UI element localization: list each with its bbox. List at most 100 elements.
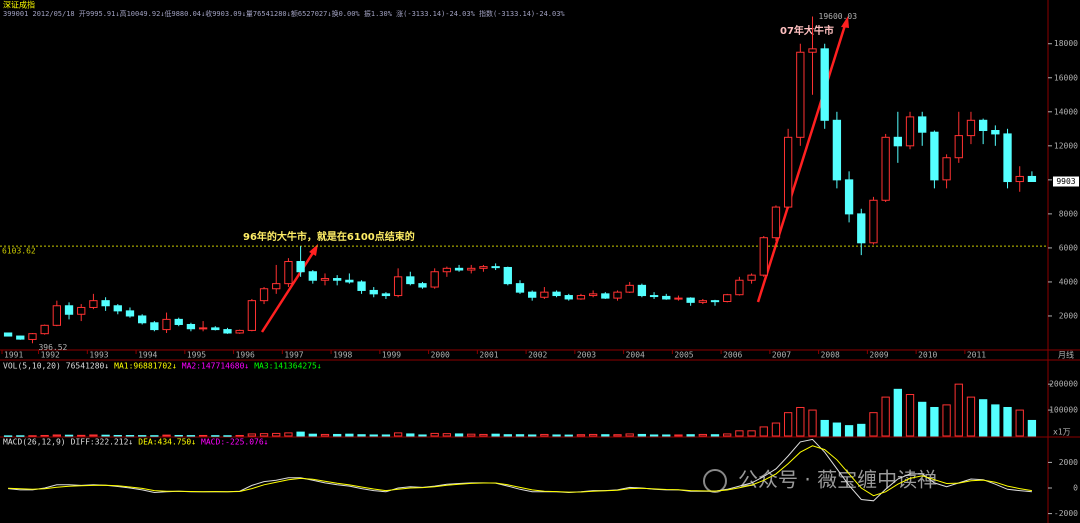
volume-bar (564, 434, 573, 437)
candle-body (735, 279, 744, 296)
x-tick-label: 2001 (479, 351, 498, 360)
x-tick-label: 2002 (528, 351, 547, 360)
candle-body (918, 116, 927, 133)
candle-body (113, 305, 122, 312)
x-tick-label: 1998 (333, 351, 352, 360)
y-tick-label: 8000 (1059, 209, 1078, 218)
volume-bar (1027, 419, 1037, 437)
volume-bar (308, 433, 317, 437)
candle-body (747, 274, 756, 281)
volume-bar (1003, 406, 1012, 437)
candle-body (64, 305, 74, 315)
arrow-head (309, 244, 318, 256)
volume-bar (528, 434, 537, 437)
macd-line (8, 445, 1032, 497)
candle-body (540, 291, 549, 298)
x-tick-label: 2008 (821, 351, 840, 360)
candle-body (308, 271, 317, 281)
volume-bar (674, 434, 683, 437)
volume-bar (77, 434, 86, 437)
candle-body (223, 329, 232, 334)
arrow (260, 247, 318, 333)
volume-bar (101, 434, 110, 437)
volume-bar (503, 434, 512, 437)
volume-bar (418, 434, 427, 437)
volume-bar (759, 426, 768, 437)
legend-entry: 76541280↓ (66, 362, 109, 371)
volume-bar (235, 434, 244, 437)
volume-bar (345, 433, 354, 437)
x-tick-label: 2011 (967, 351, 986, 360)
volume-bar (320, 433, 330, 437)
volume-bar (893, 388, 902, 437)
y-tick-label: 18000 (1054, 39, 1078, 48)
legend-entry: MA2:147714680↓ (182, 362, 249, 371)
candle-body (637, 284, 647, 297)
high-label: 19600.03 (819, 12, 858, 21)
arrow-head (841, 16, 849, 28)
candle-body (905, 116, 915, 147)
volume-bar (942, 404, 951, 437)
volume-bar (125, 435, 135, 437)
volume-bar (747, 430, 756, 437)
unit-label: x1万 (1053, 428, 1071, 437)
candle-body (991, 130, 1000, 135)
volume-bar (211, 435, 220, 437)
volume-bar (89, 434, 98, 437)
volume-bar (637, 433, 647, 437)
volume-bar (223, 435, 232, 437)
volume-bar (771, 422, 781, 437)
candle-body (150, 322, 159, 331)
volume-bar (966, 396, 976, 437)
y-tick-label: 12000 (1054, 141, 1078, 150)
volume-bar (783, 412, 793, 437)
volume-bar (491, 433, 500, 437)
volume-bar (186, 435, 196, 437)
x-tick-label: 2000 (431, 351, 450, 360)
quote-info: 399001 2012/05/18 开9995.91↓高10049.92↓低98… (3, 9, 565, 18)
watermark-icon (703, 469, 727, 493)
x-tick-label: 2006 (723, 351, 742, 360)
chart-title: 深证成指 (3, 0, 35, 10)
volume-bar (930, 406, 939, 437)
candle-body (211, 327, 220, 331)
volume-bar (869, 412, 878, 437)
volume-bar (52, 434, 62, 437)
candle-body (430, 271, 439, 288)
volume-bar (601, 434, 610, 437)
candle-body (930, 131, 939, 181)
candle-body (259, 288, 269, 302)
volume-bar (174, 434, 183, 437)
volume-bar (844, 425, 854, 437)
candle-body (284, 261, 293, 285)
candle-body (186, 323, 196, 330)
volume-bar (296, 431, 305, 437)
candle-body (272, 283, 281, 290)
candle-body (174, 318, 183, 325)
candle-body (393, 276, 403, 297)
legend-entry: DEA:434.750↓ (138, 438, 196, 447)
volume-bar (954, 383, 963, 437)
legend-entry: MACD:-225.076↓ (201, 438, 268, 447)
volume-bar (991, 404, 1000, 437)
volume-bar (357, 434, 366, 437)
volume-bar (369, 434, 378, 437)
candle-body (247, 300, 257, 331)
candle-body (3, 332, 13, 337)
annotation: 96年的大牛市，就是在6100点结束的 (243, 230, 415, 243)
candle-body (723, 294, 732, 303)
x-tick-label: 2009 (869, 351, 888, 360)
reference-label: 6103.62 (2, 247, 36, 256)
legend-entry: MA1:96881702↓ (114, 362, 177, 371)
candle-body (345, 279, 354, 283)
x-tick-label: 2005 (674, 351, 693, 360)
y-tick-label: 2000 (1059, 458, 1078, 467)
volume-bar (442, 433, 452, 437)
volume-bar (381, 434, 391, 437)
candle-body (978, 119, 988, 132)
y-tick-label: 200000 (1049, 380, 1078, 389)
x-tick-label: 1997 (284, 351, 303, 360)
candle-body (796, 51, 805, 138)
x-tick-label: 1994 (138, 351, 157, 360)
